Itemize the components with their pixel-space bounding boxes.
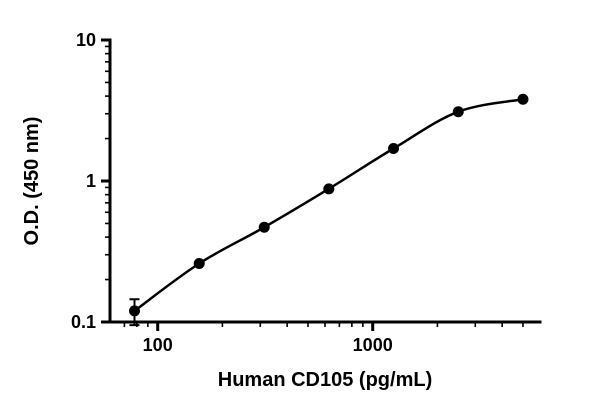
data-point — [193, 257, 205, 269]
x-axis-title: Human CD105 (pg/mL) — [218, 369, 432, 391]
data-point — [388, 143, 400, 155]
y-tick-label: 1 — [86, 171, 96, 191]
fit-curve — [133, 98, 524, 312]
x-tick-label: 1000 — [353, 335, 393, 355]
y-tick-label: 0.1 — [71, 312, 96, 332]
y-tick-label: 10 — [76, 30, 96, 50]
data-point — [517, 93, 529, 105]
data-point — [258, 221, 270, 233]
data-point — [452, 106, 464, 118]
data-point — [128, 305, 140, 317]
data-point — [323, 183, 335, 195]
y-axis-title: O.D. (450 nm) — [21, 117, 43, 246]
x-tick-label: 100 — [143, 335, 173, 355]
chart-generated-content: 100 1000 0.1 1 10 — [71, 30, 542, 355]
